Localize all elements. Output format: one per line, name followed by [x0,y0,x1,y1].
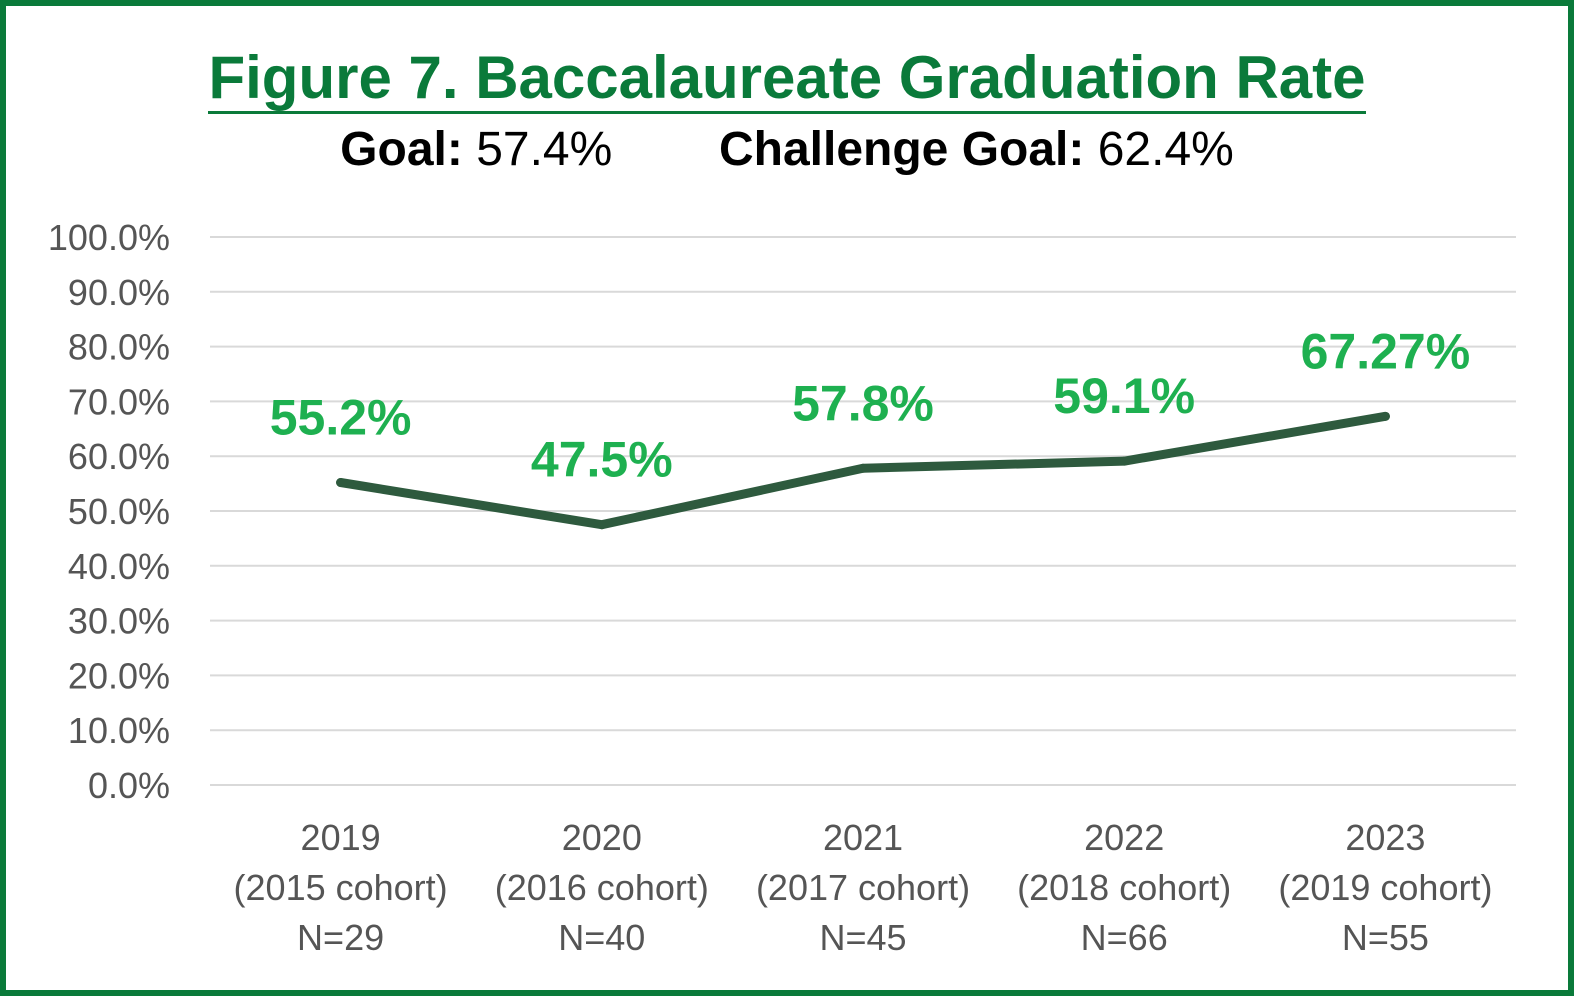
goal-value: 57.4% [476,123,613,176]
data-point [1380,411,1390,421]
x-tick-label: (2017 cohort) [756,867,970,908]
chart-title: Figure 7. Baccalaureate Graduation Rate [0,42,1574,114]
x-tick-label: N=55 [1342,917,1429,958]
challenge-goal-value: 62.4% [1097,123,1234,176]
x-tick-label: N=40 [558,917,645,958]
data-point [1119,456,1129,466]
challenge-goal-label: Challenge Goal: [718,123,1085,176]
data-point [858,463,868,473]
x-tick-label: (2019 cohort) [1278,867,1492,908]
y-tick-label: 60.0% [68,436,170,477]
goal-label: Goal: [340,123,463,176]
data-label: 67.27% [1301,323,1471,379]
y-tick-label: 80.0% [68,327,170,368]
x-tick-label: (2015 cohort) [234,867,448,908]
data-label: 59.1% [1053,368,1195,424]
y-tick-label: 70.0% [68,381,170,422]
y-tick-label: 10.0% [68,710,170,751]
y-tick-label: 40.0% [68,546,170,587]
y-tick-label: 100.0% [48,217,170,258]
goals-line: Goal: 57.4% Challenge Goal: 62.4% [0,120,1574,180]
x-tick-label: 2021 [823,817,903,858]
x-tick-label: (2018 cohort) [1017,867,1231,908]
data-label: 57.8% [792,375,934,431]
x-tick-label: 2020 [562,817,642,858]
x-tick-label: (2016 cohort) [495,867,709,908]
y-tick-label: 90.0% [68,272,170,313]
data-point [336,478,346,488]
y-tick-label: 30.0% [68,601,170,642]
data-label: 47.5% [531,432,673,488]
data-point [597,520,607,530]
x-tick-label: 2019 [301,817,381,858]
y-tick-label: 50.0% [68,491,170,532]
data-label: 55.2% [270,390,412,446]
chart-title-text: Figure 7. Baccalaureate Graduation Rate [208,44,1366,114]
x-tick-label: N=66 [1081,917,1168,958]
x-tick-label: N=29 [297,917,384,958]
y-tick-label: 20.0% [68,655,170,696]
y-tick-label: 0.0% [88,765,170,806]
x-tick-label: 2022 [1084,817,1164,858]
x-tick-label: 2023 [1345,817,1425,858]
x-tick-label: N=45 [819,917,906,958]
